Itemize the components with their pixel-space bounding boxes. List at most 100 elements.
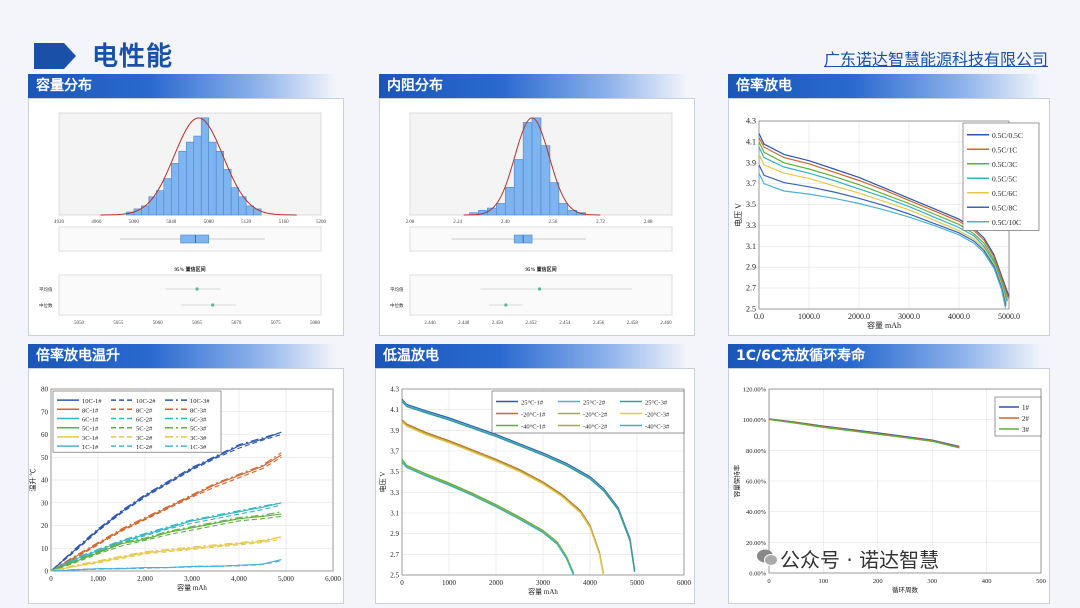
resistance-bar: [522, 122, 533, 216]
rate-temp-legend-label: 8C-2#: [136, 407, 153, 414]
cycle-ylabel: 容量保持率: [732, 464, 741, 497]
resistance-ci-xtick-label: 2.446: [424, 321, 436, 326]
low-temp-ytick-label: 3.9: [390, 427, 399, 435]
capacity-bar: [200, 117, 210, 216]
rate-discharge-legend-label: 0.5C/10C: [992, 218, 1021, 227]
cycle-xtick-label: 500: [1036, 578, 1046, 585]
rate-discharge-ytick-label: 3.9: [746, 158, 756, 167]
low-temp-ytick-label: 3.7: [390, 448, 399, 456]
page-title: 电性能: [92, 42, 174, 72]
cycle-xtick-label: 400: [982, 578, 992, 585]
low-temp-legend-box: [491, 390, 685, 434]
rate-temp-legend-label: 3C-3#: [190, 435, 207, 442]
capacity-ci-bg: [58, 274, 322, 316]
capacity-xtick-label: 5000: [129, 220, 140, 225]
rate-discharge-series-line: [758, 172, 1007, 309]
rate-temp-legend-label: 6C-3#: [190, 417, 207, 424]
resistance-panel-body: 2.08 2.24 2.40 2.56 2.72 2.88 95% 置信区间 平均值 中位数 2.…: [379, 98, 695, 336]
rate-temp-series-line: [50, 513, 282, 572]
rate-temp-series-line: [50, 559, 282, 572]
company-name: 广东诺达智慧能源科技有限公司: [823, 50, 1048, 69]
rate-temp-ytick-label: 30: [41, 499, 49, 507]
rate-temp-legend-label: 1C-1#: [82, 444, 99, 451]
capacity-ci-xtick-label: 5060: [153, 321, 164, 326]
capacity-xtick-label: 5040: [166, 220, 177, 225]
cycle-ytick-label: 40.00%: [746, 509, 767, 516]
rate-temp-ytick-label: 70: [41, 408, 49, 416]
cycle-legend-box: [994, 396, 1042, 437]
rate-temp-series-line: [50, 454, 282, 572]
capacity-xtick-label: 5160: [279, 220, 290, 225]
capacity-bar: [156, 190, 165, 216]
resistance-panel: 内阻分布 2.08 2.24 2.40 2.56 2.72 2.88 95% 置信区间 平均值…: [379, 74, 695, 336]
low-temp-legend-label: 25°C-3#: [645, 400, 668, 407]
rate-temp-legend-label: 1C-3#: [190, 444, 207, 451]
resistance-bar: [540, 145, 551, 216]
rate-discharge-series-line: [758, 164, 1007, 307]
low-temp-chart: 2.5 2.7 2.9 3.1 3.3 3.5 3.7 3.9 4.1 4.3 0 1000 2000 3…: [378, 386, 692, 597]
rate-temp-series-line: [50, 456, 282, 572]
rate-temp-chart: 0 10 20 30 40 50 60 70 80 0 1,000 2,000 3,000 4,000 5,…: [28, 386, 341, 593]
rate-temp-legend-label: 6C-1#: [82, 417, 99, 424]
capacity-mean-label: 平均值: [39, 286, 53, 293]
resistance-ci-xtick-label: 2.456: [593, 321, 605, 326]
rate-temp-xtick-label: 0: [49, 575, 53, 583]
header-arrow-icon: [34, 43, 76, 69]
resistance-xtick-label: 2.72: [596, 220, 605, 225]
resistance-mean-label: 平均值: [390, 286, 404, 293]
rate-temp-legend-label: 8C-1#: [82, 407, 99, 414]
capacity-bar: [193, 135, 202, 216]
rate-temp-xlabel: 容量 mAh: [177, 583, 207, 592]
low-temp-ytick-label: 4.3: [390, 386, 399, 394]
rate-discharge-ytick-label: 2.7: [746, 284, 756, 293]
resistance-ci-xtick-label: 2.460: [660, 321, 672, 326]
cycle-xlabel: 循环周数: [892, 585, 919, 594]
capacity-ci-xtick-label: 5080: [310, 321, 321, 326]
low-temp-series-line: [401, 419, 604, 574]
rate-temp-xtick-label: 5,000: [278, 575, 294, 583]
rate-temp-series-line: [50, 431, 282, 572]
capacity-median-label: 中位数: [39, 302, 53, 309]
rate-temp-ytick-label: 0: [45, 568, 49, 576]
rate-temp-ytick-label: 40: [41, 477, 49, 485]
rate-temp-panel-title: 倍率放电温升: [28, 344, 336, 368]
cycle-life-chart: 0.00% 20.00% 40.00% 60.00% 80.00% 100.00% 120.…: [732, 387, 1046, 595]
low-temp-ytick-label: 4.1: [390, 406, 399, 414]
rate-discharge-xtick-label: 5000.0: [998, 312, 1020, 321]
wechat-icon: [757, 549, 778, 566]
rate-discharge-ytick-label: 2.9: [746, 263, 756, 272]
low-temp-series-line: [401, 400, 636, 572]
capacity-panel-body: 4920 4960 5000 5040 5080 5120 5160 5200 95% 置信区间…: [28, 98, 344, 336]
rate-temp-series-line: [50, 515, 282, 572]
rate-discharge-legend-label: 0.5C/5C: [992, 174, 1017, 183]
low-temp-xtick-label: 1000: [442, 579, 457, 587]
rate-discharge-panel: 倍率放电 2.5 2.7 2.9 3.1 3.3 3.5 3.7 3.9 4.1 4.3 0.0 10…: [728, 74, 1050, 336]
rate-temp-legend-label: 5C-1#: [82, 426, 99, 433]
resistance-bar: [504, 186, 515, 216]
capacity-bar: [170, 163, 180, 216]
low-temp-panel-body: 2.5 2.7 2.9 3.1 3.3 3.5 3.7 3.9 4.1 4.3 0 1000 2000 3…: [375, 368, 695, 604]
low-temp-ylabel: 电压 V: [378, 472, 387, 493]
cycle-xtick-label: 200: [873, 578, 883, 585]
rate-temp-legend-label: 3C-2#: [136, 435, 153, 442]
capacity-xtick-label: 5080: [204, 220, 215, 225]
cycle-ytick-label: 80.00%: [746, 448, 767, 455]
rate-discharge-xlabel: 容量 mAh: [867, 320, 901, 330]
capacity-ci-title: 95% 置信区间: [174, 266, 205, 273]
resistance-xtick-label: 2.40: [501, 220, 510, 225]
rate-discharge-legend-label: 0.5C/1C: [992, 145, 1017, 154]
cycle-panel-title: 1C/6C充放循环寿命: [728, 344, 1042, 368]
capacity-ci-xtick-label: 5075: [271, 321, 282, 326]
capacity-panel: 容量分布 4920 4960 5000 5040 5080 5120 5160 5200 95%…: [28, 74, 344, 336]
rate-temp-ytick-label: 20: [41, 522, 49, 530]
low-temp-series-line: [401, 398, 636, 570]
rate-temp-ylabel: 温升 ℃: [29, 469, 37, 492]
low-temp-xtick-label: 0: [400, 579, 404, 587]
cycle-legend-label: 3#: [1022, 426, 1030, 434]
cycle-panel-body: 0.00% 20.00% 40.00% 60.00% 80.00% 100.00% 120.…: [728, 368, 1050, 604]
rate-discharge-series-line: [758, 137, 1010, 299]
rate-discharge-legend-label: 0.5C/6C: [992, 189, 1017, 198]
cycle-plot-frame: [768, 388, 1042, 574]
resistance-ci-xtick-label: 2.450: [492, 321, 504, 326]
